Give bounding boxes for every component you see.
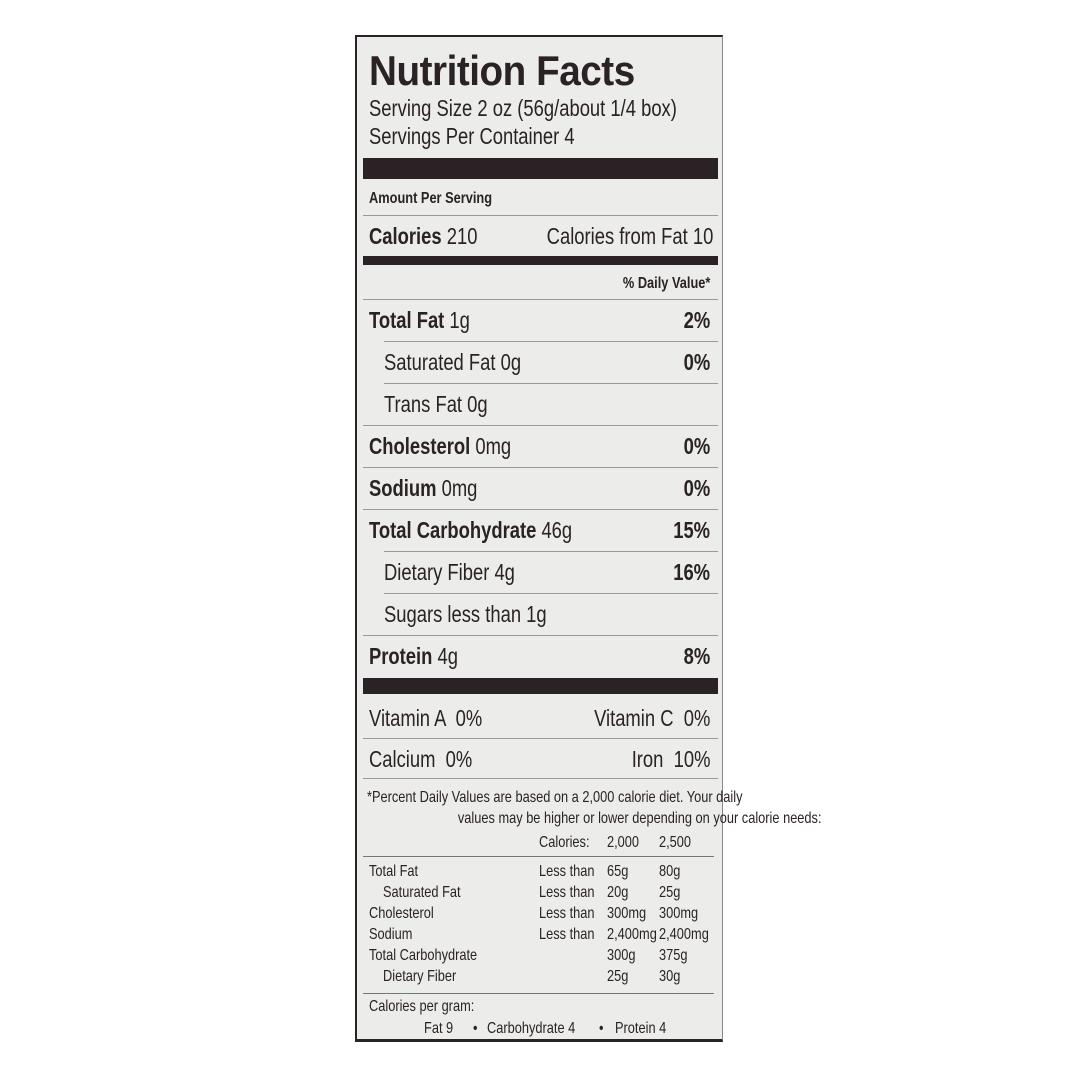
dv-table-cell: 2,400mg (659, 926, 709, 943)
nutrient-amount: less than 1g (447, 601, 547, 627)
nutrient-daily-value: 15% (673, 517, 710, 543)
nutrient-label: Total Fat (369, 307, 445, 333)
thick-divider (363, 158, 718, 179)
dv-table-cell: Less than (539, 863, 595, 880)
nutrient-label: Trans Fat (384, 391, 463, 417)
calories-label: Calories (369, 223, 442, 249)
nutrient-label: Sodium (369, 475, 437, 501)
dv-table-cell: Less than (539, 905, 595, 922)
dv-header-calories: Calories: (539, 834, 590, 851)
dv-table-cell: Less than (539, 884, 595, 901)
nutrient-label: Protein (369, 643, 433, 669)
dv-table-cell: Dietary Fiber (383, 968, 457, 985)
divider (384, 593, 718, 594)
nutrient-row: Dietary Fiber 4g 16% (384, 559, 710, 586)
daily-value-table: Calories: 2,000 2,500 Total Fat Less than… (369, 832, 713, 992)
nutrient-daily-value: 2% (683, 307, 710, 333)
divider (384, 551, 718, 552)
nutrient-amount: 46g (541, 517, 573, 543)
footnote-line-1: *Percent Daily Values are based on a 2,0… (367, 789, 743, 806)
divider (363, 509, 718, 510)
divider (363, 738, 718, 739)
divider (384, 383, 718, 384)
nutrient-row: Trans Fat 0g (384, 391, 710, 418)
nutrient-row: Saturated Fat 0g 0% (384, 349, 710, 376)
nutrient-amount: 4g (437, 643, 458, 669)
vitamin-row: Vitamin A 0% Vitamin C 0% (369, 705, 710, 731)
nutrient-label: Saturated Fat (384, 349, 496, 375)
dv-table-cell: 300mg (659, 905, 699, 922)
daily-value-header: % Daily Value* (622, 275, 710, 292)
dv-table-cell: Saturated Fat (383, 884, 461, 901)
nutrient-amount: 4g (494, 559, 515, 585)
dv-table-cell: 300mg (607, 905, 647, 922)
nutrient-daily-value: 8% (683, 643, 710, 669)
calories-from-fat: Calories from Fat 10 (546, 223, 713, 249)
nutrient-daily-value: 0% (683, 349, 710, 375)
nutrient-label: Cholesterol (369, 433, 471, 459)
medium-divider (363, 256, 718, 265)
separator-dot: • (473, 1020, 478, 1037)
divider (363, 635, 718, 636)
dv-table-cell: 25g (607, 968, 629, 985)
dv-table-cell: 25g (659, 884, 681, 901)
nutrient-row: Cholesterol 0mg 0% (369, 433, 710, 460)
nutrient-row: Total Carbohydrate 46g 15% (369, 517, 710, 544)
serving-size: Serving Size 2 oz (56g/about 1/4 box) (369, 95, 677, 121)
protein-per-gram: Protein 4 (615, 1020, 667, 1037)
dv-table-cell: Sodium (369, 926, 413, 943)
nutrient-row: Sodium 0mg 0% (369, 475, 710, 502)
dv-table-cell: 2,400mg (607, 926, 657, 943)
nutrient-daily-value: 16% (673, 559, 710, 585)
calories-value: 210 (446, 223, 478, 249)
divider (384, 341, 718, 342)
divider (363, 856, 714, 857)
servings-per-container: Servings Per Container 4 (369, 123, 575, 149)
divider (363, 467, 718, 468)
footnote-line-2: values may be higher or lower depending … (457, 810, 822, 827)
dv-table-cell: 300g (607, 947, 636, 964)
nutrition-facts-label: Nutrition Facts Serving Size 2 oz (56g/a… (355, 35, 822, 1042)
label-title: Nutrition Facts (369, 47, 635, 94)
nutrient-label: Sugars (384, 601, 443, 627)
dv-table-cell: Total Carbohydrate (369, 947, 478, 964)
dv-header-2500: 2,500 (659, 834, 692, 851)
nutrient-daily-value: 0% (683, 433, 710, 459)
nutrient-label: Total Carbohydrate (369, 517, 537, 543)
nutrient-amount: 0mg (441, 475, 478, 501)
nutrient-row: Sugars less than 1g (384, 601, 710, 628)
mineral-row: Calcium 0% Iron 10% (369, 746, 710, 772)
nutrient-amount: 0g (467, 391, 488, 417)
nutrient-label: Dietary Fiber (384, 559, 490, 585)
divider (363, 425, 718, 426)
dv-table-cell: Less than (539, 926, 595, 943)
nutrient-row: Total Fat 1g 2% (369, 307, 710, 334)
calories-row: Calories 210 Calories from Fat 10 (369, 223, 713, 250)
dv-table-cell: 80g (659, 863, 681, 880)
nutrient-amount: 1g (449, 307, 470, 333)
calories-per-gram: Fat 9 • Carbohydrate 4 • Protein 4 (369, 1018, 713, 1040)
dv-table-cell: 375g (659, 947, 688, 964)
separator-dot: • (599, 1020, 604, 1037)
fat-per-gram: Fat 9 (424, 1020, 454, 1037)
dv-table-cell: Cholesterol (369, 905, 434, 922)
divider (363, 778, 718, 779)
divider (363, 993, 714, 994)
divider (363, 299, 718, 300)
dv-table-cell: Total Fat (369, 863, 419, 880)
carb-per-gram: Carbohydrate 4 (487, 1020, 576, 1037)
dv-header-2000: 2,000 (607, 834, 640, 851)
dv-table-cell: 65g (607, 863, 629, 880)
amount-per-serving: Amount Per Serving (369, 190, 493, 207)
dv-table-cell: 30g (659, 968, 681, 985)
nutrient-row: Protein 4g 8% (369, 643, 710, 670)
nutrient-amount: 0mg (475, 433, 512, 459)
divider (363, 215, 718, 216)
nutrient-daily-value: 0% (683, 475, 710, 501)
dv-table-cell: 20g (607, 884, 629, 901)
thick-divider (363, 678, 718, 694)
calories-per-gram-label: Calories per gram: (369, 998, 475, 1015)
nutrient-amount: 0g (500, 349, 522, 375)
